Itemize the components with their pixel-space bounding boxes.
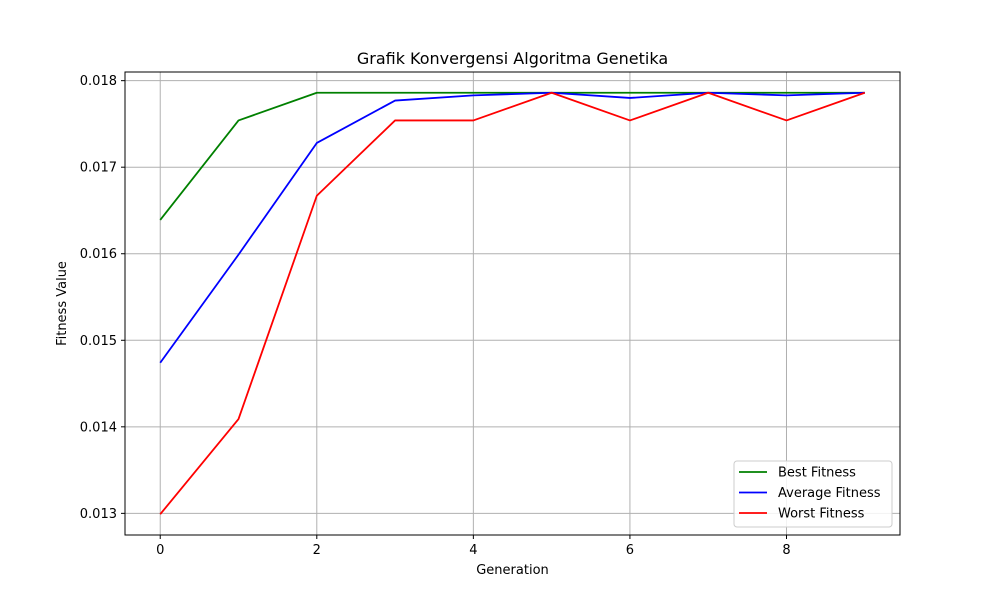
x-tick-label: 4 [469,543,477,558]
grid [125,72,900,535]
x-axis-ticks: 0 2 4 6 8 [156,535,791,558]
x-tick-label: 2 [313,543,321,558]
series-line-worst-fitness [159,91,866,515]
y-tick-label: 0.017 [80,161,117,176]
x-tick-label: 6 [626,543,634,558]
y-tick-label: 0.016 [80,247,117,262]
legend-frame [733,460,893,528]
series-layer [159,91,866,515]
y-axis-ticks: 0.013 0.014 0.015 0.016 0.017 0.018 [80,74,125,522]
x-tick-label: 0 [156,543,164,558]
y-tick-label: 0.014 [80,420,117,435]
plot-frame [124,71,901,536]
x-tick-label: 8 [782,543,790,558]
legend-label-average-fitness: Average Fitness [778,486,881,501]
x-axis-label: Generation [476,563,549,578]
legend-label-worst-fitness: Worst Fitness [778,507,865,522]
chart-title: Grafik Konvergensi Algoritma Genetika [357,49,668,68]
series-line-best-fitness [159,91,865,221]
y-tick-label: 0.013 [80,507,117,522]
series-line-average-fitness [159,91,865,364]
y-tick-label: 0.018 [80,74,117,89]
legend: Best Fitness Average Fitness Worst Fitness [733,460,893,528]
y-axis-label: Fitness Value [55,261,70,346]
legend-label-best-fitness: Best Fitness [778,466,856,481]
y-tick-label: 0.015 [80,334,117,349]
